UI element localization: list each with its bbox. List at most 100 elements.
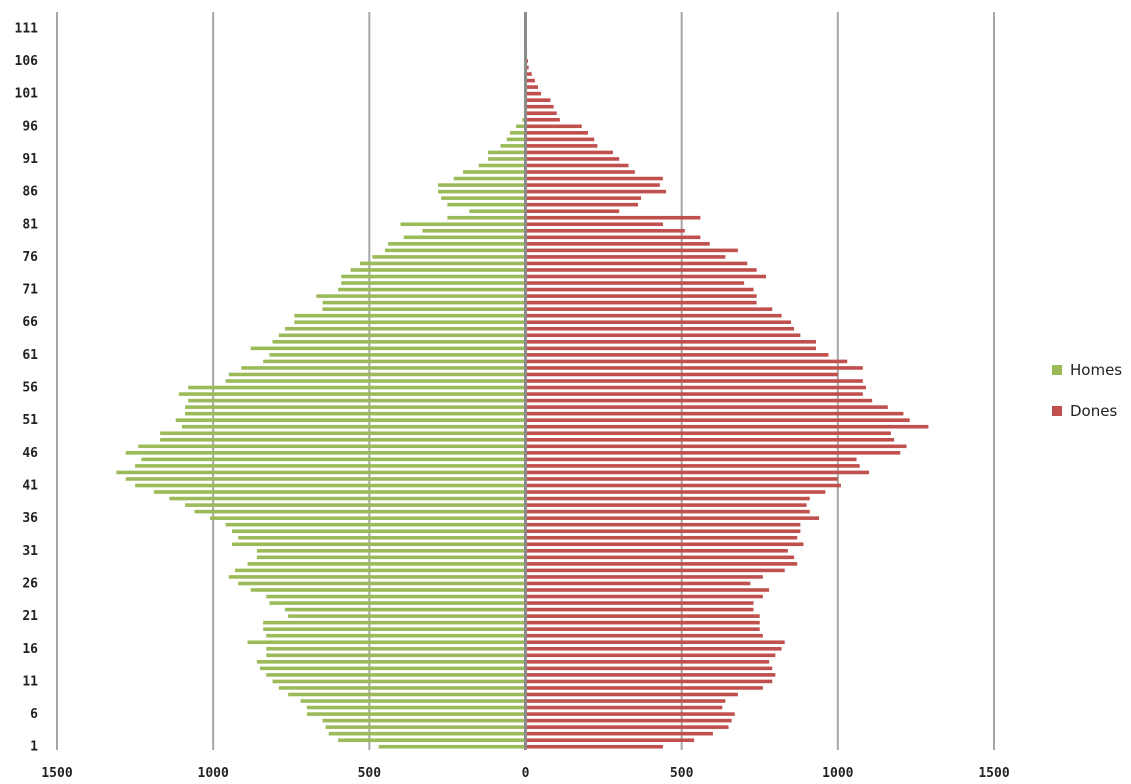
bar-homes-35 [225,522,526,527]
bar-dones-84 [525,202,638,207]
legend: Homes Dones [1052,360,1122,442]
bar-dones-24 [525,594,763,599]
legend-label-homes: Homes [1070,361,1123,379]
bar-homes-81 [400,222,526,227]
bar-dones-77 [525,248,738,253]
bar-dones-18 [525,633,763,638]
bar-homes-56 [188,385,526,390]
bar-dones-64 [525,333,801,338]
bar-homes-77 [384,248,526,253]
x-tick-label: 1000 [822,766,853,781]
bar-dones-4 [525,725,729,729]
bar-dones-67 [525,313,782,318]
bar-homes-27 [228,575,526,579]
bar-homes-23 [269,601,526,605]
bar-dones-59 [525,366,863,370]
bar-homes-57 [225,379,526,383]
bar-dones-10 [525,686,763,690]
bar-dones-15 [525,653,776,658]
bar-dones-66 [525,320,791,325]
bar-dones-89 [525,170,635,174]
bar-dones-8 [525,699,726,703]
bar-dones-98 [525,111,557,116]
bar-dones-101 [525,91,542,96]
bar-dones-12 [525,673,776,677]
bar-dones-34 [525,529,801,534]
bar-homes-96 [516,124,526,129]
bar-dones-88 [525,176,663,181]
bar-homes-60 [263,359,526,364]
y-tick-label: 11 [22,674,38,689]
y-tick-label: 101 [15,87,39,102]
bar-dones-16 [525,646,782,651]
bar-homes-26 [238,581,526,586]
bar-dones-99 [525,104,554,109]
bar-homes-95 [509,131,526,135]
bar-homes-58 [228,372,526,377]
bar-dones-25 [525,588,770,592]
y-tick-label: 36 [22,511,38,526]
legend-swatch-homes [1052,365,1062,375]
legend-item-dones[interactable]: Dones [1052,401,1122,421]
bar-dones-28 [525,568,785,573]
legend-item-homes[interactable]: Homes [1052,360,1122,380]
bar-homes-83 [469,209,526,213]
bar-dones-49 [525,431,891,436]
bar-dones-7 [525,705,723,710]
bar-homes-94 [506,137,526,142]
x-tick-label: 0 [522,766,530,781]
bar-dones-55 [525,392,863,396]
bar-homes-21 [288,614,526,618]
bar-homes-9 [288,692,526,697]
bar-homes-18 [266,633,526,638]
bar-dones-22 [525,607,754,612]
bar-dones-39 [525,496,810,501]
bar-dones-42 [525,477,838,481]
bar-dones-82 [525,215,701,220]
bar-dones-83 [525,209,620,213]
bar-homes-80 [422,228,526,233]
bar-dones-19 [525,627,760,631]
bar-homes-1 [378,744,526,749]
bar-homes-43 [116,470,526,475]
bar-dones-91 [525,157,620,161]
bar-homes-16 [266,646,526,651]
bar-dones-47 [525,444,907,449]
bar-dones-48 [525,437,895,442]
bar-homes-49 [160,431,526,436]
x-axis-ticks: 1500 1000 500 0 500 1000 1500 [41,766,1009,781]
bar-dones-29 [525,562,798,566]
bar-homes-10 [278,686,526,690]
bar-homes-76 [372,255,526,259]
bar-homes-34 [231,529,526,534]
bar-dones-1 [525,744,663,749]
bar-homes-38 [185,503,526,507]
bar-dones-46 [525,451,901,455]
bar-homes-54 [188,398,526,403]
x-tick-label: 1500 [41,766,72,781]
bar-homes-78 [388,242,526,246]
bar-dones-92 [525,150,613,155]
y-tick-label: 51 [22,413,38,428]
bar-homes-39 [169,496,526,501]
bar-homes-5 [322,718,526,723]
bar-dones-81 [525,222,663,227]
bar-dones-44 [525,464,860,468]
bar-dones-62 [525,346,816,351]
bar-dones-73 [525,274,766,279]
bar-dones-69 [525,300,757,305]
y-tick-label: 91 [22,152,38,167]
bar-homes-47 [138,444,526,449]
bar-homes-7 [306,705,526,710]
bar-homes-66 [294,320,526,325]
bar-dones-85 [525,196,642,200]
bar-dones-45 [525,457,857,462]
bar-dones-23 [525,601,754,605]
x-tick-label: 500 [358,766,382,781]
bar-homes-45 [141,457,526,462]
bar-homes-62 [250,346,526,351]
y-tick-label: 56 [22,381,38,396]
bar-homes-85 [441,196,526,200]
bar-dones-104 [525,72,532,76]
bar-dones-93 [525,144,598,148]
